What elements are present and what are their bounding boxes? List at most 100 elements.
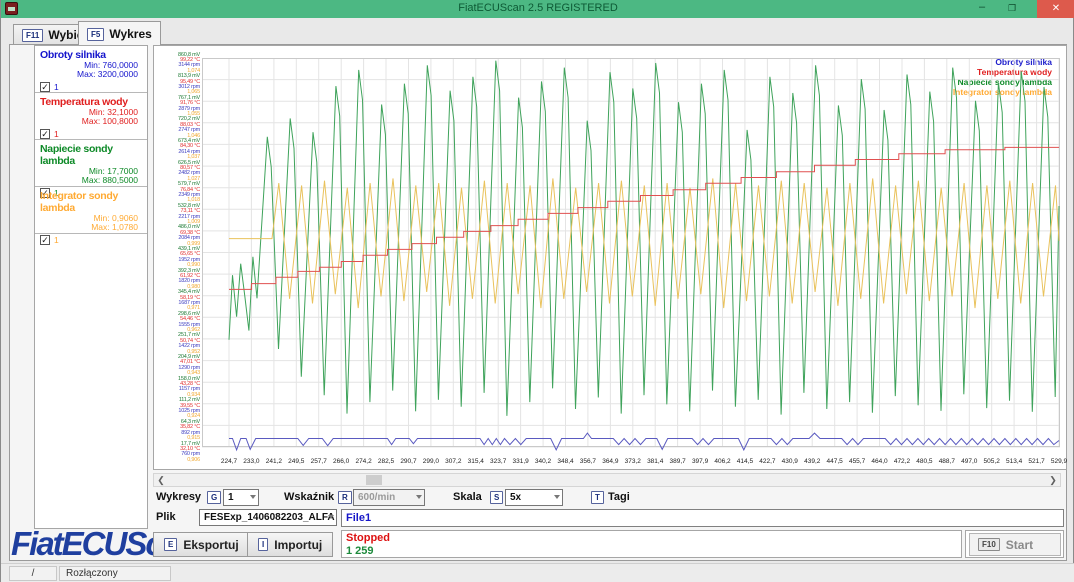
chart-horizontal-scrollbar[interactable]: ❮ ❯ <box>153 473 1061 487</box>
y-axis-label-group: 486,0 mV 69,38 °C 2084 rpm 0,999 <box>156 224 200 247</box>
y-axis-tick-label: 35,82 °C <box>180 424 200 431</box>
signal-checkbox[interactable]: ✓ <box>40 82 50 92</box>
x-axis-tick-label: 488,7 <box>938 458 955 465</box>
skala-select[interactable]: 5x <box>505 489 563 506</box>
export-button[interactable]: E Eksportuj <box>153 532 250 557</box>
file-name-input[interactable]: File1 <box>341 509 1064 527</box>
legend-entry: Integrator sondy lambda <box>952 87 1052 97</box>
dropdown-arrow-icon <box>416 495 422 499</box>
y-axis-tick-label: 58,19 °C <box>180 294 200 301</box>
f10-key-badge: F10 <box>978 538 1000 551</box>
signal-name: Integrator sondy lambda <box>40 190 119 214</box>
x-axis-tick-label: 356,7 <box>579 458 597 465</box>
y-axis-tick-label: 720,2 mV <box>178 116 200 123</box>
wskaznik-select[interactable]: 600/min <box>353 489 425 506</box>
y-axis-label-group: 204,9 mV 47,01 °C 1290 rpm 0,943 <box>156 354 200 377</box>
y-axis-tick-label: 1,065 <box>187 89 200 96</box>
chart-controls-row: Wykresy G 1 Wskaźnik R 600/min Skala S 5… <box>1 489 1074 508</box>
x-axis-tick-label: 282,5 <box>377 458 395 465</box>
y-axis-tick-label: 0,990 <box>187 262 200 269</box>
signal-max: Max: 880,5000 <box>81 175 138 185</box>
chart-gridlines <box>202 58 1060 448</box>
dropdown-arrow-icon <box>328 515 334 519</box>
wykresy-label: Wykresy <box>156 491 202 503</box>
y-axis-tick-label: 95,49 °C <box>180 78 200 85</box>
app-icon <box>5 2 18 15</box>
x-axis-tick-label: 233,0 <box>243 458 260 465</box>
import-button[interactable]: I Importuj <box>247 532 334 557</box>
signal-max: Max: 100,8000 <box>81 116 138 126</box>
start-button[interactable]: F10 Start <box>969 533 1061 556</box>
scroll-left-arrow[interactable]: ❮ <box>154 474 168 486</box>
y-axis-tick-label: 64,3 mV <box>180 418 200 425</box>
y-axis-tick-label: 3012 rpm <box>178 83 200 90</box>
y-axis-tick-label: 1157 rpm <box>178 386 200 393</box>
window-title: FiatECUScan 2.5 REGISTERED <box>458 2 618 14</box>
signal-min: Min: 17,7000 <box>88 166 138 176</box>
y-axis-tick-label: 392,3 mV <box>178 267 200 274</box>
file-select-value: FESExp_1406082203_ALFA <box>204 512 335 523</box>
maximize-button[interactable]: ❐ <box>1007 3 1017 13</box>
y-axis-label-group: 392,3 mV 61,92 °C 1820 rpm 0,980 <box>156 267 200 291</box>
scrollbar-thumb[interactable] <box>366 475 382 485</box>
y-axis-tick-label: 1,009 <box>187 218 200 225</box>
y-axis-tick-label: 73,11 °C <box>180 208 201 215</box>
file-row: Plik FESExp_1406082203_ALFA File1 <box>1 509 1074 529</box>
y-axis-tick-label: 2084 rpm <box>178 235 200 242</box>
y-axis-tick-label: 345,4 mV <box>178 289 200 296</box>
start-button-label: Start <box>1005 537 1034 552</box>
signal-checkbox[interactable]: ✓ <box>40 235 50 245</box>
bottom-row: FiatECUScan E Eksportuj I Importuj Stopp… <box>1 525 1074 562</box>
y-axis-tick-label: 251,7 mV <box>178 332 200 339</box>
y-axis-tick-label: 2482 rpm <box>178 170 200 177</box>
y-axis-tick-label: 91,76 °C <box>180 100 200 107</box>
x-axis-tick-label: 439,2 <box>804 458 821 465</box>
chart-area: Obroty silnika Temperatura wody Napiecie s… <box>153 45 1067 470</box>
y-axis-tick-label: 84,30 °C <box>180 143 200 150</box>
x-axis-tick-label: 455,7 <box>848 458 866 465</box>
y-axis-tick-label: 1,074 <box>187 67 200 74</box>
signal-checkbox[interactable]: ✓ <box>40 129 50 139</box>
sample-counter: 1 259 <box>346 545 374 557</box>
scroll-right-arrow[interactable]: ❯ <box>1046 474 1060 486</box>
y-axis-label-group: 626,5 mV 80,57 °C 2482 rpm 1,027 <box>156 160 200 183</box>
x-axis-tick-label: 505,2 <box>983 458 1000 465</box>
signal-min: Min: 0,9060 <box>93 213 138 223</box>
y-axis-tick-label: 673,4 mV <box>178 137 200 144</box>
y-axis-tick-label: 813,9 mV <box>178 73 200 80</box>
wykresy-select[interactable]: 1 <box>223 489 259 506</box>
y-axis-tick-label: 0,971 <box>187 305 200 312</box>
signal-checkbox[interactable]: ✓ <box>40 188 50 198</box>
x-axis-tick-label: 464,0 <box>871 458 888 465</box>
x-axis-tick-label: 497,0 <box>961 458 978 465</box>
close-button[interactable]: ✕ <box>1037 0 1074 18</box>
statusbar-connection-cell: Rozłączony <box>59 566 171 581</box>
x-axis-tick-label: 274,2 <box>355 458 372 465</box>
y-axis-tick-label: 32,10 °C <box>180 445 200 452</box>
x-axis-tick-label: 307,2 <box>445 458 462 465</box>
y-axis-tick-label: 1,018 <box>187 197 200 204</box>
y-axis-label-group: 64,3 mV 35,82 °C 892 rpm 0,915 <box>156 418 200 442</box>
y-axis-tick-label: 88,03 °C <box>180 121 200 128</box>
y-axis-tick-label: 1,055 <box>187 110 200 117</box>
file-select[interactable]: FESExp_1406082203_ALFA <box>199 509 337 526</box>
y-axis-tick-label: 204,9 mV <box>178 354 200 361</box>
y-axis-tick-label: 69,38 °C <box>180 229 200 236</box>
y-axis-tick-label: 76,84 °C <box>180 186 200 193</box>
signal-channel-label: 1 <box>54 188 59 198</box>
y-axis-tick-label: 99,22 °C <box>180 56 200 63</box>
y-axis-tick-label: 3144 rpm <box>178 62 200 69</box>
signal-min: Min: 32,1000 <box>88 107 138 117</box>
i-key-badge: I <box>258 538 269 551</box>
y-axis-tick-label: 579,7 mV <box>178 181 200 188</box>
signal-max: Max: 3200,0000 <box>77 69 138 79</box>
e-key-badge: E <box>164 538 178 551</box>
y-axis-tick-label: 1952 rpm <box>178 256 200 263</box>
y-axis-tick-label: 1,027 <box>187 175 200 182</box>
signal-name: Temperatura wody <box>40 96 128 108</box>
minimize-button[interactable]: – <box>978 1 986 13</box>
y-axis-label-group: 860,8 mV 99,22 °C 3144 rpm 1,074 <box>156 52 200 75</box>
y-axis-tick-label: 532,8 mV <box>178 202 200 209</box>
wykresy-value: 1 <box>228 492 234 503</box>
tab-wykres[interactable]: F5 Wykres <box>78 21 161 46</box>
